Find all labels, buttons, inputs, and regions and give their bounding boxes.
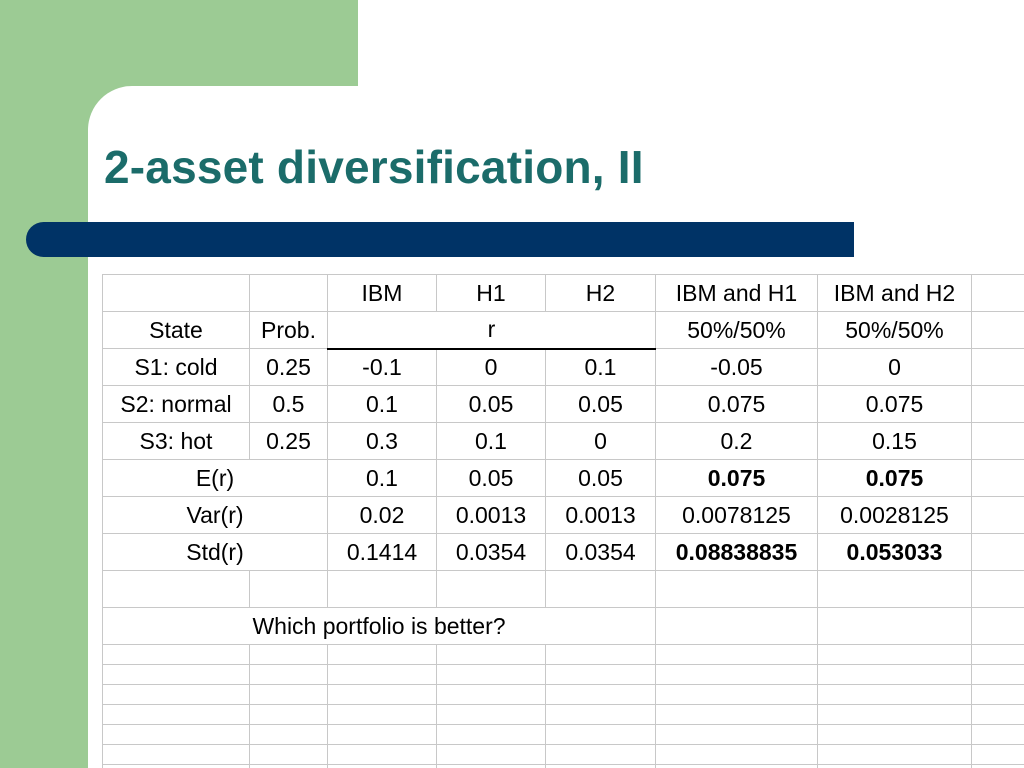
state-prob: 0.5 [249, 385, 328, 423]
empty-cell [971, 496, 1024, 534]
value-cell: 0.1 [327, 459, 437, 497]
value-cell: 0.05 [436, 385, 546, 423]
value-cell: 0.1 [436, 422, 546, 460]
value-cell: 0.0354 [545, 533, 656, 571]
label-row: State Prob. r 50%/50% 50%/50% [102, 311, 1024, 350]
question-row: Which portfolio is better? [102, 607, 1024, 645]
prob-label: Prob. [249, 311, 328, 349]
state-prob: 0.25 [249, 348, 328, 386]
value-cell: 0.15 [817, 422, 972, 460]
empty-cell [102, 274, 250, 312]
state-label: State [102, 311, 250, 349]
header-ibm: IBM [327, 274, 437, 312]
empty-row [102, 684, 1024, 705]
value-cell: 0.0013 [436, 496, 546, 534]
value-cell: 0.0028125 [817, 496, 972, 534]
empty-cell [971, 348, 1024, 386]
state-name: S2: normal [102, 385, 250, 423]
header-ibm-h2: IBM and H2 [817, 274, 972, 312]
empty-cell [817, 607, 972, 645]
value-cell-bold: 0.08838835 [655, 533, 818, 571]
value-cell-bold: 0.075 [817, 459, 972, 497]
value-cell: 0.2 [655, 422, 818, 460]
weight-ibm-h1: 50%/50% [655, 311, 818, 349]
empty-cell [971, 274, 1024, 312]
stat-row-std-dev: Std(r) 0.1414 0.0354 0.0354 0.08838835 0… [102, 533, 1024, 571]
empty-row [102, 744, 1024, 765]
empty-row [102, 570, 1024, 608]
stat-name: E(r) [102, 459, 328, 497]
value-cell: 0.1 [545, 348, 656, 386]
empty-row [102, 704, 1024, 725]
header-h2: H2 [545, 274, 656, 312]
r-label: r [327, 311, 656, 350]
header-ibm-h1: IBM and H1 [655, 274, 818, 312]
empty-cell [971, 607, 1024, 645]
value-cell: -0.05 [655, 348, 818, 386]
empty-row [102, 644, 1024, 665]
stat-row-variance: Var(r) 0.02 0.0013 0.0013 0.0078125 0.00… [102, 496, 1024, 534]
empty-cell [971, 422, 1024, 460]
title-underline-bar [26, 222, 854, 257]
empty-row [102, 724, 1024, 745]
value-cell: 0 [545, 422, 656, 460]
value-cell: 0 [817, 348, 972, 386]
value-cell-bold: 0.075 [655, 459, 818, 497]
value-cell: 0.05 [545, 459, 656, 497]
empty-cell [971, 385, 1024, 423]
value-cell: 0.05 [545, 385, 656, 423]
value-cell: 0.075 [655, 385, 818, 423]
value-cell: 0.05 [436, 459, 546, 497]
value-cell: 0.1 [327, 385, 437, 423]
empty-cell [249, 274, 328, 312]
value-cell: 0.075 [817, 385, 972, 423]
spreadsheet: IBM H1 H2 IBM and H1 IBM and H2 State Pr… [102, 274, 1024, 768]
value-cell: 0.02 [327, 496, 437, 534]
header-h1: H1 [436, 274, 546, 312]
value-cell: 0.1414 [327, 533, 437, 571]
weight-ibm-h2: 50%/50% [817, 311, 972, 349]
stat-name: Var(r) [102, 496, 328, 534]
state-name: S1: cold [102, 348, 250, 386]
table-row: S1: cold 0.25 -0.1 0 0.1 -0.05 0 [102, 348, 1024, 386]
stat-row-expected-return: E(r) 0.1 0.05 0.05 0.075 0.075 [102, 459, 1024, 497]
value-cell-bold: 0.053033 [817, 533, 972, 571]
empty-cell [971, 533, 1024, 571]
empty-cell [971, 311, 1024, 349]
table-row: S2: normal 0.5 0.1 0.05 0.05 0.075 0.075 [102, 385, 1024, 423]
stat-name: Std(r) [102, 533, 328, 571]
value-cell: 0 [436, 348, 546, 386]
state-name: S3: hot [102, 422, 250, 460]
slide-title: 2-asset diversification, II [104, 141, 644, 193]
empty-cell [971, 459, 1024, 497]
value-cell: 0.3 [327, 422, 437, 460]
question-text: Which portfolio is better? [102, 607, 656, 645]
state-prob: 0.25 [249, 422, 328, 460]
value-cell: -0.1 [327, 348, 437, 386]
value-cell: 0.0078125 [655, 496, 818, 534]
table-row: S3: hot 0.25 0.3 0.1 0 0.2 0.15 [102, 422, 1024, 460]
empty-row [102, 764, 1024, 768]
value-cell: 0.0354 [436, 533, 546, 571]
empty-row [102, 664, 1024, 685]
header-row: IBM H1 H2 IBM and H1 IBM and H2 [102, 274, 1024, 312]
value-cell: 0.0013 [545, 496, 656, 534]
empty-cell [655, 607, 818, 645]
data-table: IBM H1 H2 IBM and H1 IBM and H2 State Pr… [102, 274, 1024, 768]
